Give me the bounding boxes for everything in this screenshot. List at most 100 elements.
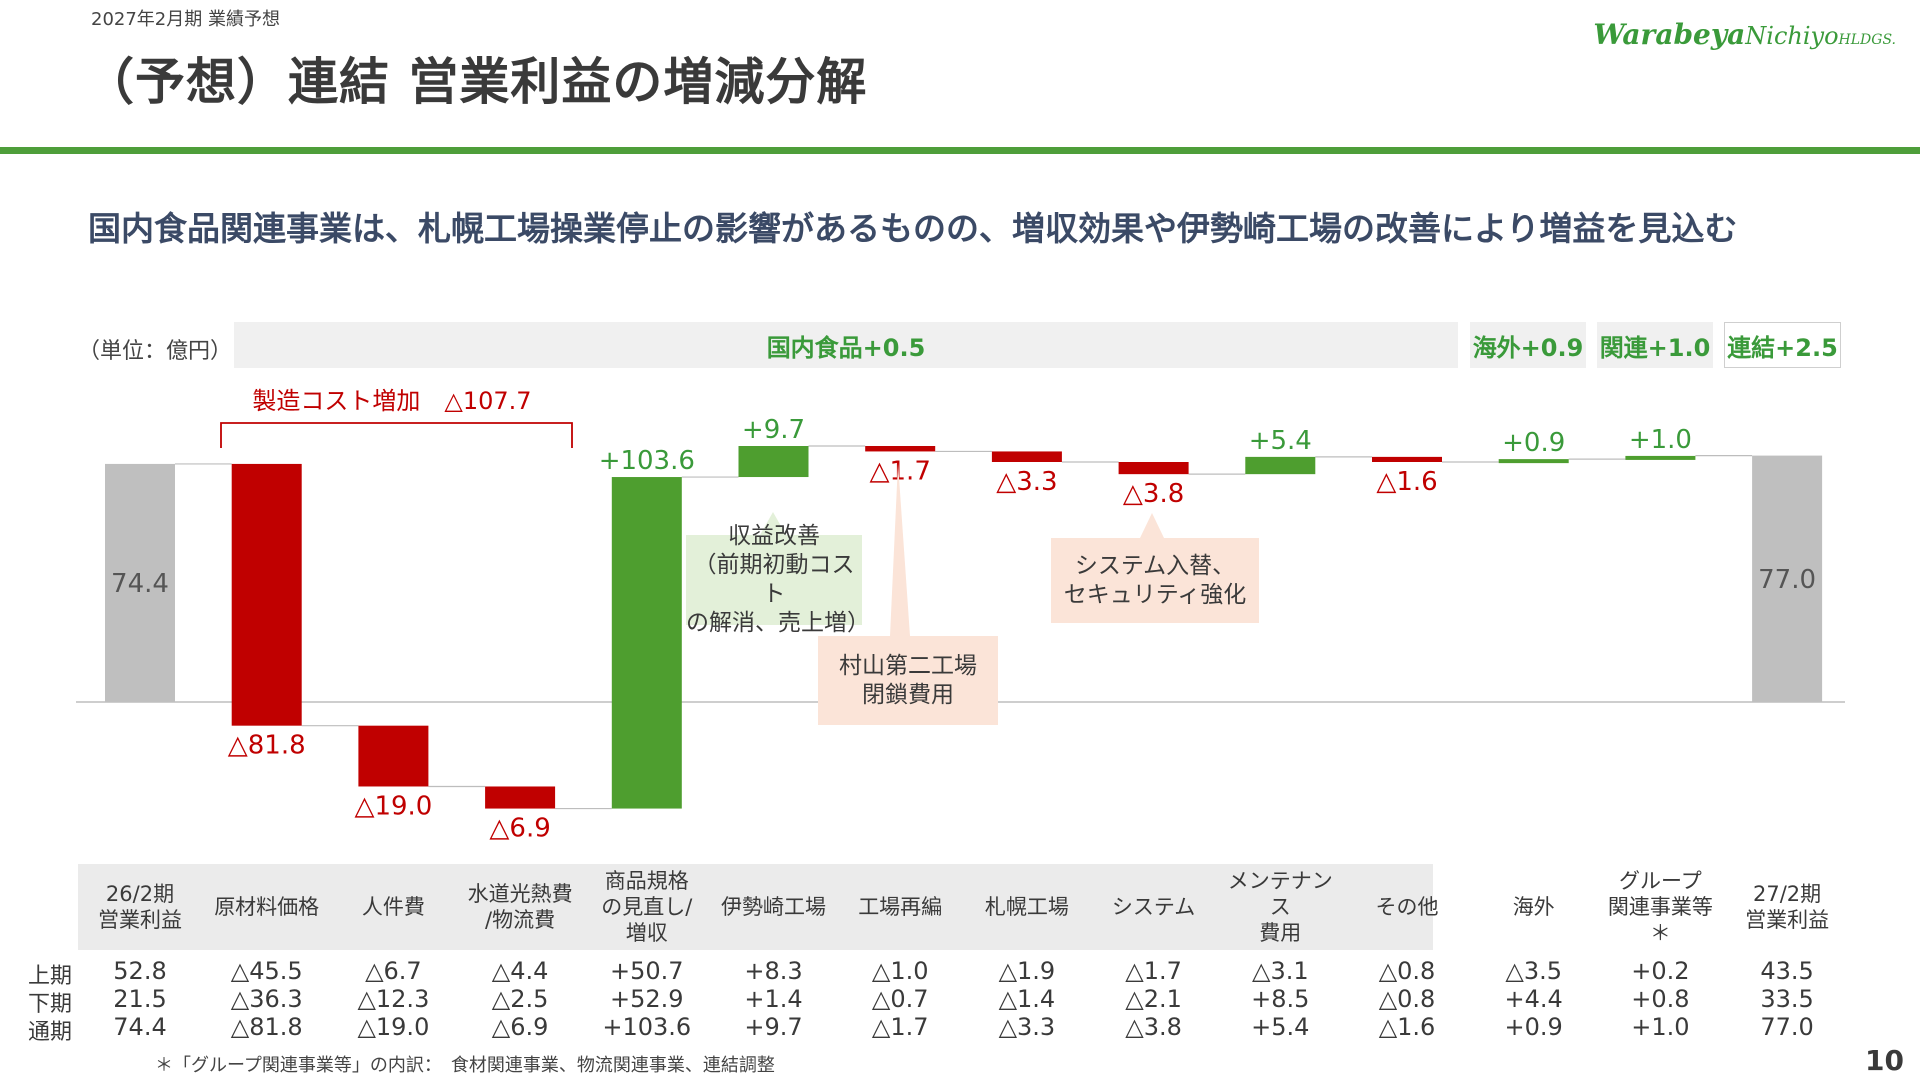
- table-header-cell: 26/2期 営業利益: [98, 882, 182, 932]
- bar-3: [485, 786, 556, 809]
- callout-murayama-box: [818, 636, 998, 725]
- table-header-cell: 伊勢崎工場: [721, 895, 826, 919]
- page-subtitle: 国内食品関連事業は、札幌工場操業停止の影響があるものの、増収効果や伊勢崎工場の改…: [88, 209, 1738, 248]
- table-cell: △0.7: [871, 985, 929, 1013]
- table-cell: △1.9: [998, 957, 1056, 985]
- table-cell: 77.0: [1760, 1013, 1814, 1041]
- table-cell: +8.5: [1251, 985, 1310, 1013]
- table-cell: △2.5: [491, 985, 549, 1013]
- segment-affiliate: 関連+1.0: [1597, 322, 1713, 368]
- table-cell: △2.1: [1125, 985, 1182, 1013]
- bar-4: [611, 477, 682, 809]
- table-row-label: 下期: [28, 992, 73, 1017]
- callout-murayama: 村山第二工場 閉鎖費用: [839, 652, 977, 708]
- value-label-9: +5.4: [1249, 426, 1312, 456]
- table-cell: △1.4: [998, 985, 1056, 1013]
- value-label-0: 74.4: [111, 569, 169, 599]
- value-label-1: △81.8: [228, 731, 306, 761]
- table-header-bg: [78, 864, 1433, 950]
- cost-bracket-label: 製造コスト増加 △107.7: [252, 387, 531, 415]
- table-header-cell: 原材料価格: [214, 895, 320, 919]
- table-header-cell: その他: [1375, 895, 1439, 919]
- value-label-3: △6.9: [489, 814, 550, 844]
- table-header-cell: 工場再編: [858, 895, 943, 919]
- value-label-12: +1.0: [1629, 425, 1692, 455]
- value-label-4: +103.6: [599, 446, 695, 476]
- table-cell: +1.4: [744, 985, 803, 1013]
- table-cell: +1.0: [1631, 1013, 1690, 1041]
- segment-domestic: 国内食品+0.5: [234, 322, 1458, 368]
- table-cell: △12.3: [357, 985, 430, 1013]
- table-cell: +0.2: [1631, 957, 1690, 985]
- callout-revenue: 収益改善 （前期初動コスト の解消、売上増）: [686, 523, 870, 636]
- table-cell: +4.4: [1504, 985, 1563, 1013]
- callout-system-box: [1051, 538, 1259, 623]
- unit-label: （単位：億円）: [78, 339, 233, 364]
- connector-lines: [175, 445, 1753, 810]
- bar-9: [1245, 456, 1316, 475]
- table-cell: △3.8: [1125, 1013, 1182, 1041]
- table-cell: △3.1: [1251, 957, 1309, 985]
- value-label-7: △3.3: [996, 467, 1057, 497]
- page-number: 10: [1865, 1044, 1904, 1077]
- bar-10: [1372, 456, 1442, 462]
- value-label-10: △1.6: [1376, 467, 1437, 497]
- table-header-cell: システム: [1111, 895, 1196, 919]
- table-header-cell: 水道光熱費 /物流費: [467, 882, 573, 932]
- logo-sub: Nichiyo: [1745, 22, 1839, 50]
- table-cell: +103.6: [602, 1013, 692, 1041]
- value-label-8: △3.8: [1123, 479, 1184, 509]
- bar-11: [1498, 459, 1569, 464]
- table-cell: △81.8: [230, 1013, 303, 1041]
- table-row-label: 通期: [28, 1020, 73, 1045]
- callout-system: システム入替、 セキュリティ強化: [1063, 552, 1247, 608]
- table-cell: +9.7: [744, 1013, 803, 1041]
- header-divider: [0, 147, 1920, 154]
- value-label-11: +0.9: [1502, 428, 1565, 458]
- table-cell: △1.0: [871, 957, 929, 985]
- value-labels: 74.4 △81.8 △19.0 △6.9 +103.6 +9.7 △1.7 △3.3 △3.8…: [111, 415, 1816, 844]
- bar-12: [1625, 455, 1696, 460]
- callout-system-pointer: [1140, 513, 1164, 538]
- callout-revenue-box: [686, 535, 862, 625]
- segment-consolidated: 連結+2.5: [1724, 322, 1841, 368]
- bars: [105, 446, 1823, 809]
- table-cell: 52.8: [113, 957, 167, 985]
- table-header-cell: 海外: [1512, 895, 1555, 919]
- period-label: 2027年2月期 業績予想: [91, 9, 280, 30]
- table-cell: +50.7: [610, 957, 684, 985]
- table-header-cell: グループ 関連事業等＊: [1607, 869, 1713, 945]
- table-cell: △3.5: [1505, 957, 1562, 985]
- table-cell: 21.5: [113, 985, 167, 1013]
- table-cell: △3.3: [998, 1013, 1056, 1041]
- table-cell: +5.4: [1251, 1013, 1310, 1041]
- bar-2: [358, 725, 429, 787]
- cost-bracket: [220, 422, 573, 448]
- value-label-5: +9.7: [742, 415, 805, 445]
- table-header-cell: 人件費: [361, 895, 425, 919]
- table-cell: △1.7: [871, 1013, 929, 1041]
- segment-overseas: 海外+0.9: [1470, 322, 1586, 368]
- table-cell: △0.8: [1378, 985, 1436, 1013]
- table-cell: △0.8: [1378, 957, 1436, 985]
- bar-8: [1118, 462, 1189, 475]
- table-cell: 43.5: [1760, 957, 1814, 985]
- table-header-cell: 商品規格 の見直し/ 増収: [601, 869, 693, 945]
- bar-7: [991, 451, 1062, 462]
- table-cell: +0.9: [1504, 1013, 1563, 1041]
- value-label-13: 77.0: [1758, 565, 1816, 595]
- table-cell: △36.3: [230, 985, 303, 1013]
- table-cell: △6.7: [365, 957, 422, 985]
- table-cell: 33.5: [1760, 985, 1814, 1013]
- table-cell: +52.9: [610, 985, 684, 1013]
- value-label-6: △1.7: [870, 456, 931, 486]
- callout-revenue-pointer: [760, 512, 786, 535]
- table-cell: △19.0: [357, 1013, 430, 1041]
- bar-13: [1752, 455, 1823, 702]
- logo-main: Warabeya: [1593, 18, 1746, 51]
- company-logo: WarabeyaNichiyoHLDGS.: [1593, 18, 1896, 51]
- bar-0: [105, 463, 175, 702]
- bar-5: [738, 446, 809, 478]
- table-header-cell: 札幌工場: [984, 895, 1069, 919]
